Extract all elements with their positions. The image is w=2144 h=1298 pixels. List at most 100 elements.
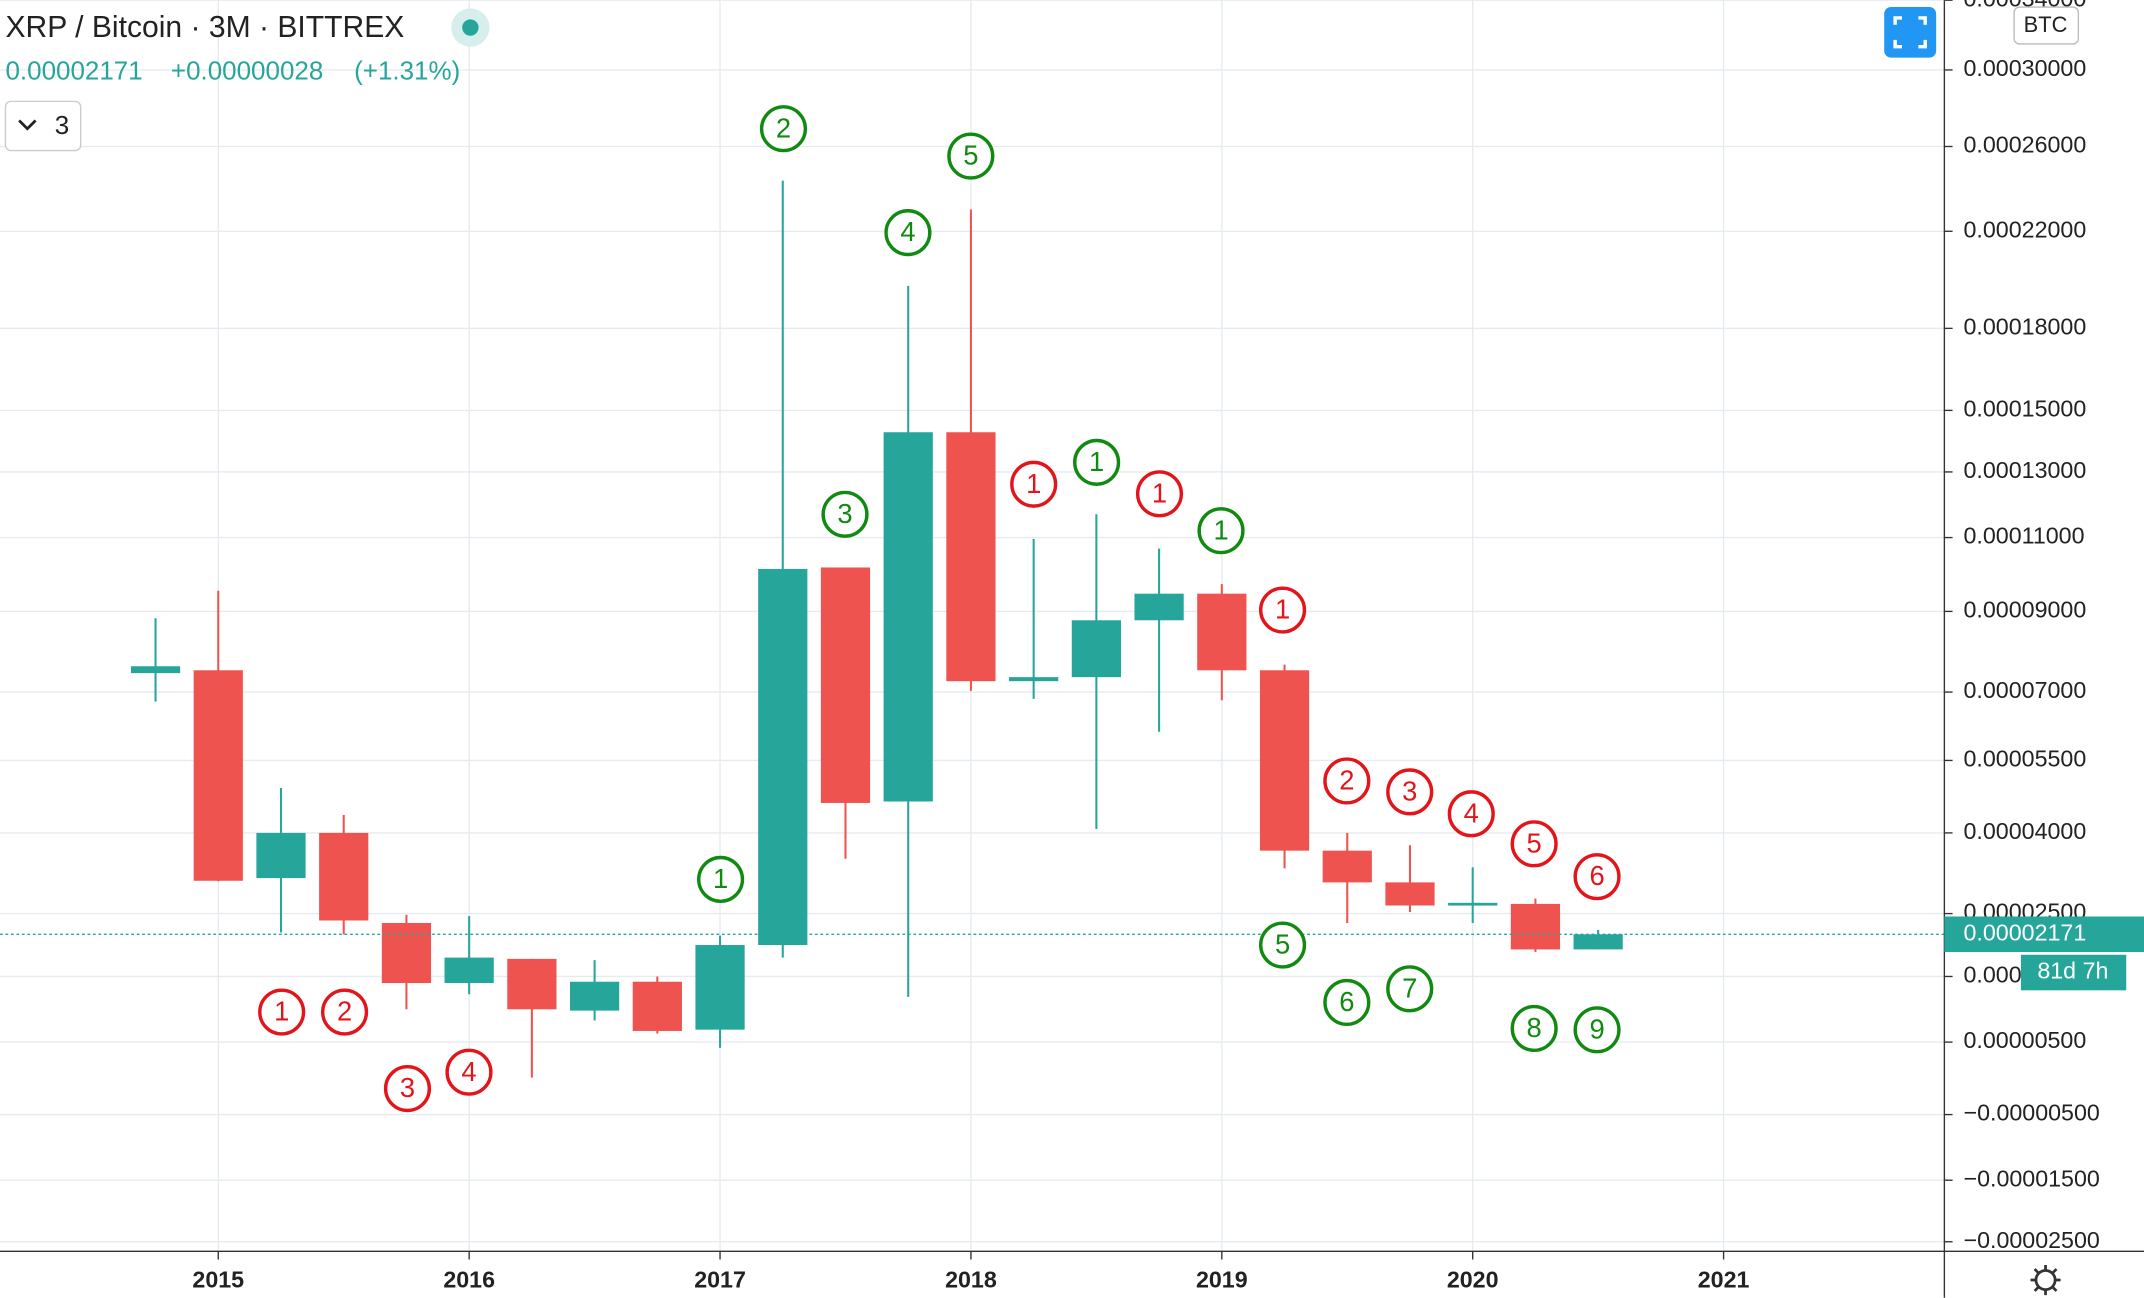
candle-body [507, 958, 557, 1010]
annotation-label: 3 [837, 498, 852, 529]
y-tick-label: 0.00022000 [1964, 216, 2087, 242]
candle-body [1573, 934, 1623, 950]
candle-body [1385, 882, 1435, 906]
annotation-circle [1386, 768, 1434, 816]
annotation-circle [1510, 820, 1558, 868]
candle-body [1197, 593, 1247, 671]
y-tick-label: 0.00018000 [1964, 313, 2087, 339]
annotation-circle [1447, 790, 1495, 838]
annotation-label: 4 [461, 1056, 476, 1087]
x-tick-label: 2019 [1196, 1267, 1248, 1293]
x-tick-label: 2018 [945, 1267, 997, 1293]
candle-body [1448, 902, 1498, 906]
annotation-label: 7 [1402, 972, 1417, 1003]
currency-label: BTC [2024, 12, 2068, 37]
annotation-label: 1 [1026, 468, 1041, 499]
annotation-label: 1 [1152, 477, 1167, 508]
currency-box[interactable] [2013, 6, 2080, 45]
annotation-circle [1573, 853, 1621, 901]
legend: XRP / Bitcoin · 3M · BITTREX 0.00002171 … [4, 8, 490, 152]
annotation-circle [759, 105, 808, 153]
status-dot[interactable] [462, 19, 479, 36]
annotation-label: 4 [1464, 797, 1479, 828]
y-tick-label: −0.00001500 [1964, 1165, 2100, 1191]
candle-body [883, 432, 933, 802]
y-tick-label: 0.00034000 [1964, 0, 2087, 11]
indicator-count: 3 [55, 110, 69, 140]
x-tick-label: 2015 [192, 1267, 244, 1293]
candle-body [1071, 620, 1121, 678]
y-tick-label: 0.00007000 [1964, 677, 2087, 703]
candle-body [1134, 593, 1184, 621]
candle-body [1510, 903, 1561, 950]
x-tick-label: 2016 [443, 1267, 495, 1293]
annotation-label: 6 [1339, 986, 1354, 1017]
candle-body [444, 957, 494, 984]
y-tick-label: 0.00011000 [1964, 523, 2085, 549]
y-tick-label: 0.00030000 [1964, 55, 2087, 81]
annotation-circle [1323, 978, 1371, 1027]
y-tick-label: 0.00004000 [1964, 818, 2087, 844]
annotation-label: 2 [1339, 765, 1354, 796]
annotation-label: 1 [1089, 446, 1104, 477]
candle-body [256, 832, 306, 879]
annotation-label: 5 [1275, 929, 1290, 960]
annotation-circle [1386, 965, 1434, 1013]
settings-gear[interactable] [2030, 1264, 2061, 1296]
annotation-label: 9 [1589, 1013, 1604, 1044]
annotation-circle [1573, 1006, 1621, 1054]
countdown-label: 81d 7h [2037, 958, 2108, 984]
price-change: +0.00000028 [171, 56, 323, 86]
symbol-title: XRP / Bitcoin · 3M · BITTREX [5, 11, 404, 44]
candle-body [569, 981, 620, 1011]
fullscreen-button[interactable] [1884, 7, 1937, 58]
annotation-circle [821, 490, 869, 538]
candle-body [820, 567, 871, 803]
annotation-circle [884, 209, 932, 257]
y-tick-label: 0.00026000 [1964, 132, 2087, 158]
gear-teeth [2030, 1264, 2061, 1296]
chevron-icon [18, 119, 37, 131]
annotation-label: 1 [1275, 594, 1290, 625]
candle-body [1259, 670, 1310, 851]
annotation-label: 5 [963, 140, 978, 171]
annotation-label: 2 [337, 996, 352, 1027]
y-tick-label: 0.00013000 [1964, 457, 2087, 483]
annotation-label: 1 [713, 863, 728, 894]
annotation-circle [445, 1048, 493, 1096]
y-tick-label: 0.00000500 [1964, 1027, 2087, 1053]
candles [0, 180, 1945, 1078]
annotation-label: 2 [776, 112, 791, 143]
annotation-circle [1258, 921, 1307, 969]
annotation-circle [1073, 438, 1121, 486]
annotation-circle [1197, 507, 1245, 555]
x-tick-label: 2017 [694, 1267, 746, 1293]
y-tick-label: 0.00005500 [1964, 746, 2087, 772]
candle-body [1009, 677, 1059, 682]
annotation-label: 8 [1527, 1012, 1542, 1043]
fullscreen-icon [1893, 16, 1927, 49]
annotation-label: 6 [1589, 860, 1604, 891]
y-tick-label: −0.00000500 [1964, 1100, 2100, 1126]
annotation-circle [258, 988, 306, 1036]
annotation-circle [1258, 586, 1307, 634]
price-change-percent: (+1.31%) [354, 56, 460, 86]
annotation-circle [1510, 1004, 1558, 1053]
annotation-label: 1 [1213, 514, 1228, 545]
last-price-tag-label: 0.00002171 [1964, 919, 2087, 945]
annotation-label: 1 [274, 996, 289, 1027]
candle-body [130, 666, 181, 674]
countdown-tag [2020, 954, 2127, 991]
y-tick-label: 0.00009000 [1964, 597, 2087, 623]
annotation-label: 5 [1527, 827, 1542, 858]
candle-body [946, 432, 996, 682]
candle-body [695, 945, 745, 1030]
y-tick-label: −0.00002500 [1964, 1227, 2100, 1253]
indicator-toggle[interactable] [4, 100, 82, 152]
candle-body [381, 923, 432, 984]
annotation-label: 4 [900, 216, 915, 247]
annotation-circle [697, 855, 745, 903]
candle-body [319, 832, 369, 921]
candle-body [632, 981, 682, 1031]
